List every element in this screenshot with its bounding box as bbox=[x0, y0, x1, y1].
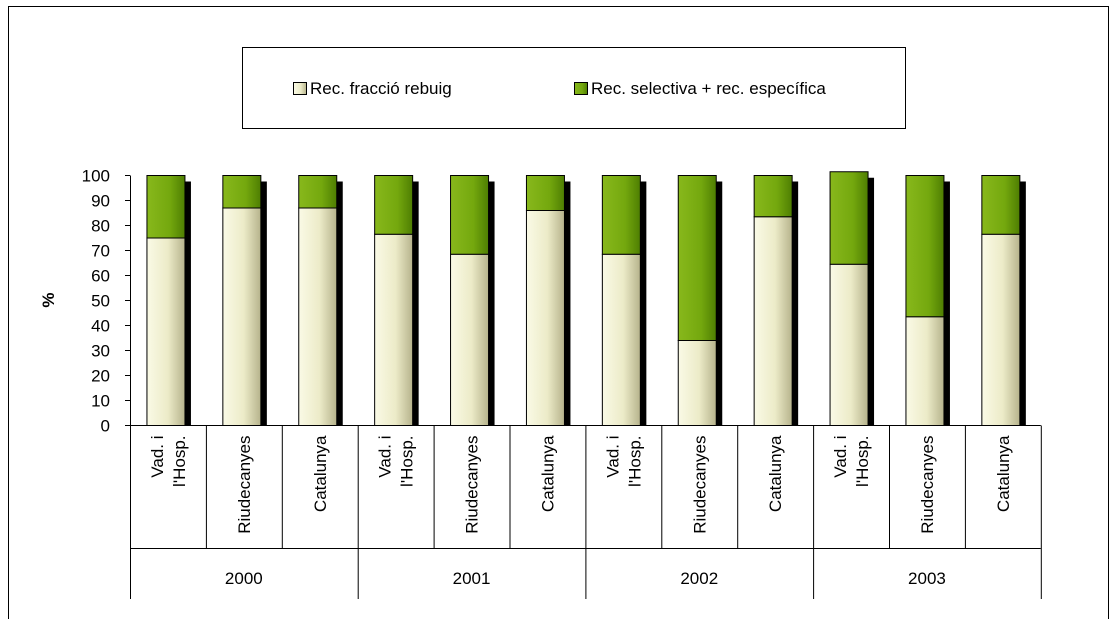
x-category-label-11: Catalunya bbox=[994, 435, 1013, 512]
bar-selectiva-7 bbox=[677, 175, 717, 341]
x-category-label-2: Catalunya bbox=[311, 435, 330, 512]
legend-swatch-1 bbox=[574, 82, 588, 95]
y-tick-label-40: 40 bbox=[91, 317, 110, 336]
x-category-label-0: Vad. i l'Hosp. bbox=[148, 436, 189, 487]
bar-selectiva-11 bbox=[981, 175, 1021, 235]
chart-frame bbox=[8, 6, 1109, 619]
legend-swatch-0 bbox=[293, 82, 307, 95]
y-tick-label-50: 50 bbox=[91, 292, 110, 311]
y-tick-label-90: 90 bbox=[91, 192, 110, 211]
y-tick-label-60: 60 bbox=[91, 267, 110, 286]
bar-selectiva-6 bbox=[601, 175, 641, 255]
y-tick-label-100: 100 bbox=[82, 167, 110, 186]
x-category-label-1: Riudecanyes bbox=[235, 436, 254, 534]
bar-rebuig-9 bbox=[829, 263, 869, 426]
x-category-label-10: Riudecanyes bbox=[918, 436, 937, 534]
bar-rebuig-4 bbox=[450, 253, 490, 426]
x-category-label-5: Catalunya bbox=[538, 435, 557, 512]
bar-rebuig-2 bbox=[298, 207, 338, 426]
x-category-label-8: Catalunya bbox=[766, 435, 785, 512]
x-group-label-2002: 2002 bbox=[680, 569, 718, 588]
bar-rebuig-1 bbox=[222, 207, 262, 426]
bar-selectiva-10 bbox=[905, 175, 945, 318]
x-group-label-2003: 2003 bbox=[908, 569, 946, 588]
bar-selectiva-4 bbox=[450, 175, 490, 255]
x-category-label-4: Riudecanyes bbox=[463, 436, 482, 534]
legend-item-0: Rec. fracció rebuig bbox=[293, 79, 452, 98]
x-category-label-3: Vad. i l'Hosp. bbox=[376, 436, 417, 487]
bar-selectiva-0 bbox=[146, 175, 186, 239]
bar-selectiva-5 bbox=[525, 175, 565, 211]
bar-selectiva-2 bbox=[298, 175, 338, 209]
legend-item-1: Rec. selectiva + rec. específica bbox=[574, 79, 826, 98]
plot-area: 0 10 20 30 40 50 60 70 80 90 100 Vad. i l'Hosp. Riude… bbox=[82, 167, 1042, 599]
bar-rebuig-0 bbox=[146, 237, 186, 426]
bar-rebuig-11 bbox=[981, 233, 1021, 426]
y-tick-label-30: 30 bbox=[91, 342, 110, 361]
y-axis-title: % bbox=[39, 292, 58, 307]
bar-selectiva-8 bbox=[753, 175, 793, 218]
legend-label-1: Rec. selectiva + rec. específica bbox=[591, 79, 826, 98]
y-tick-label-10: 10 bbox=[91, 392, 110, 411]
y-tick-label-80: 80 bbox=[91, 217, 110, 236]
bar-selectiva-9 bbox=[829, 171, 869, 265]
bar-rebuig-5 bbox=[525, 210, 565, 426]
bar-rebuig-6 bbox=[601, 253, 641, 426]
bar-selectiva-1 bbox=[222, 175, 262, 209]
legend-label-0: Rec. fracció rebuig bbox=[310, 79, 452, 98]
bar-rebuig-8 bbox=[753, 216, 793, 426]
legend: Rec. fracció rebuig Rec. selectiva + rec… bbox=[242, 47, 906, 129]
y-tick-label-70: 70 bbox=[91, 242, 110, 261]
y-tick-label-0: 0 bbox=[101, 417, 110, 436]
x-category-label-6: Vad. i l'Hosp. bbox=[603, 436, 644, 487]
bar-rebuig-7 bbox=[677, 340, 717, 426]
bar-rebuig-3 bbox=[374, 233, 414, 426]
y-tick-label-20: 20 bbox=[91, 367, 110, 386]
x-category-label-7: Riudecanyes bbox=[690, 436, 709, 534]
x-group-label-2000: 2000 bbox=[225, 569, 263, 588]
x-group-label-2001: 2001 bbox=[453, 569, 491, 588]
bar-selectiva-3 bbox=[374, 175, 414, 235]
bar-rebuig-10 bbox=[905, 316, 945, 426]
x-category-label-9: Vad. i l'Hosp. bbox=[831, 436, 872, 487]
